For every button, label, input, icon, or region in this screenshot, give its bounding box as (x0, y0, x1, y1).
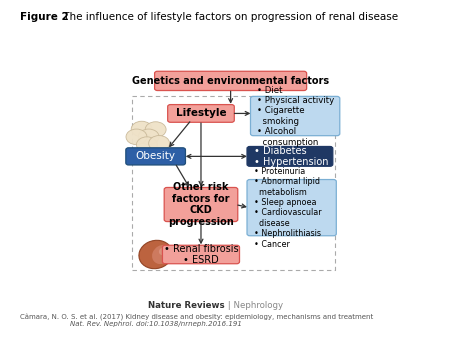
Text: Câmara, N. O. S. et al. (2017) Kidney disease and obesity: epidemiology, mechani: Câmara, N. O. S. et al. (2017) Kidney di… (20, 314, 373, 321)
Text: Other risk
factors for
CKD
progression: Other risk factors for CKD progression (168, 182, 234, 227)
Circle shape (131, 121, 152, 137)
Text: • Renal fibrosis
• ESRD: • Renal fibrosis • ESRD (164, 244, 238, 265)
FancyBboxPatch shape (247, 179, 336, 236)
FancyBboxPatch shape (162, 245, 239, 264)
Ellipse shape (159, 247, 168, 255)
Ellipse shape (152, 245, 172, 264)
FancyBboxPatch shape (155, 71, 306, 91)
FancyBboxPatch shape (251, 96, 340, 136)
Text: | Nephrology: | Nephrology (225, 301, 283, 311)
Text: • Diabetes
• Hypertension: • Diabetes • Hypertension (254, 146, 328, 167)
Text: • Proteinuria
• Abnormal lipid
  metabolism
• Sleep apnoea
• Cardiovascular
  di: • Proteinuria • Abnormal lipid metabolis… (254, 167, 322, 248)
FancyBboxPatch shape (126, 148, 185, 165)
FancyBboxPatch shape (247, 146, 333, 166)
Text: The influence of lifestyle factors on progression of renal disease: The influence of lifestyle factors on pr… (60, 12, 398, 22)
Circle shape (145, 122, 166, 137)
Ellipse shape (139, 240, 172, 269)
FancyBboxPatch shape (164, 188, 238, 222)
Text: • Diet
• Physical activity
• Cigarette
  smoking
• Alcohol
  consumption: • Diet • Physical activity • Cigarette s… (257, 86, 335, 147)
Circle shape (136, 137, 158, 152)
FancyBboxPatch shape (168, 104, 234, 122)
Circle shape (138, 129, 159, 145)
Circle shape (148, 136, 170, 151)
Text: Genetics and environmental factors: Genetics and environmental factors (132, 76, 329, 86)
Circle shape (126, 129, 147, 145)
Text: Nature Reviews: Nature Reviews (148, 301, 225, 311)
Text: Nat. Rev. Nephrol. doi:10.1038/nrneph.2016.191: Nat. Rev. Nephrol. doi:10.1038/nrneph.20… (70, 320, 242, 327)
Text: Figure 2: Figure 2 (20, 12, 69, 22)
Text: Obesity: Obesity (135, 151, 176, 161)
Text: Lifestyle: Lifestyle (176, 108, 226, 118)
